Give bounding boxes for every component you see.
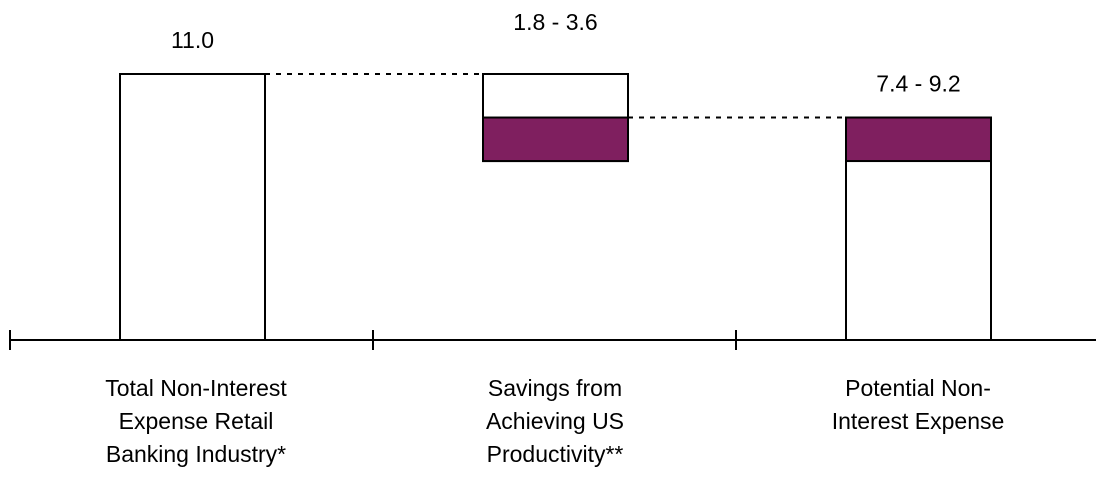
category-label-total: Total Non-Interest Expense Retail Bankin… [86, 372, 306, 471]
category-label-line: Expense Retail [118, 408, 274, 434]
category-label-line: Total Non-Interest [105, 375, 287, 401]
category-label-savings: Savings from Achieving US Productivity** [445, 372, 665, 471]
category-label-line: Potential Non- [845, 375, 991, 401]
category-label-line: Achieving US [485, 408, 625, 434]
category-label-line: Savings from [487, 375, 623, 401]
category-label-potential: Potential Non- Interest Expense [808, 372, 1028, 438]
category-label-line: Interest Expense [831, 408, 1005, 434]
data-label: 1.8 - 3.6 [513, 9, 597, 35]
bar-potential-range [845, 116, 992, 163]
data-label: 11.0 [171, 27, 214, 53]
data-label: 7.4 - 9.2 [876, 71, 960, 97]
category-label-line: Banking Industry* [105, 441, 287, 467]
category-label-line: Productivity** [486, 441, 624, 467]
bar-savings-range [482, 116, 629, 163]
bar-total [119, 73, 266, 341]
